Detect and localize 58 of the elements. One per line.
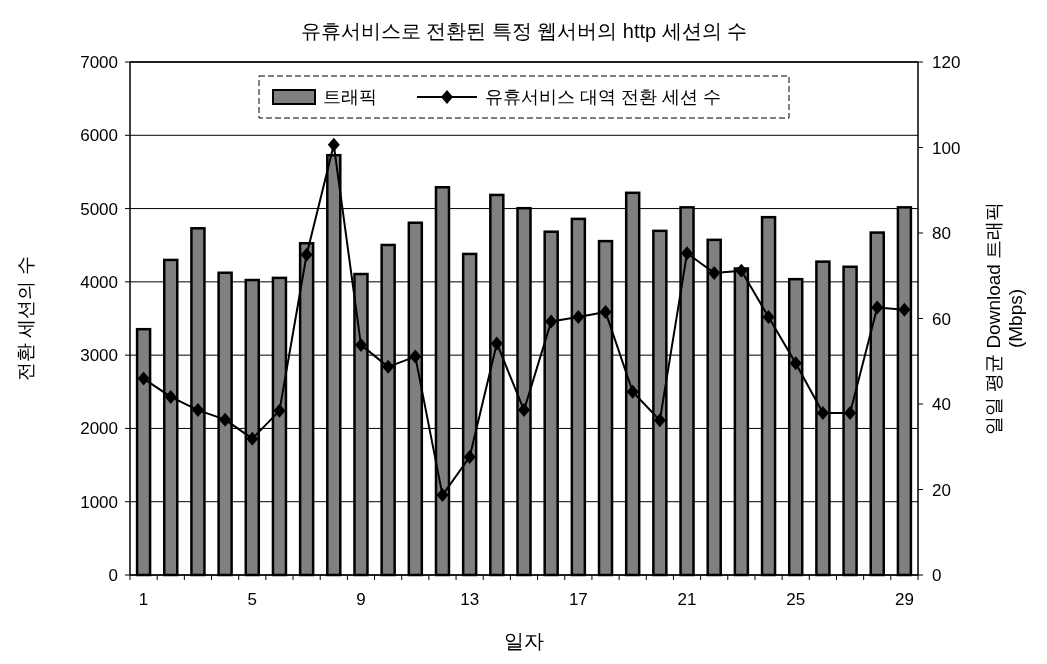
point (653, 413, 666, 428)
point (382, 359, 395, 374)
point (898, 302, 911, 317)
x-tick-label: 29 (894, 590, 914, 609)
point (273, 403, 286, 418)
x-tick-label: 13 (460, 590, 480, 609)
point (219, 412, 232, 427)
y2-axis-title: 일일 평균 Download 트래픽 (Mbps) (983, 201, 1026, 436)
point (844, 406, 857, 421)
y2-tick-label: 80 (932, 224, 951, 243)
y-axis-title: 전환 세션의 수 (15, 256, 36, 381)
y-tick-label: 2000 (80, 419, 118, 439)
y-tick-label: 4000 (80, 272, 118, 292)
x-tick-label: 25 (786, 590, 806, 609)
point (735, 263, 748, 278)
y-tick-label: 7000 (80, 53, 118, 72)
point (164, 389, 177, 404)
y2-tick-label: 0 (932, 566, 942, 585)
y-tick-label: 5000 (80, 199, 118, 219)
y-tick-label: 3000 (80, 346, 118, 366)
point (327, 137, 340, 152)
point (789, 356, 802, 371)
point (137, 371, 150, 386)
x-tick-label: 9 (356, 590, 366, 609)
point (545, 314, 558, 329)
x-tick-label: 5 (247, 590, 258, 609)
point (626, 384, 639, 399)
legend-label: 유휴서비스 대역 전환 세션 수 (485, 87, 722, 107)
y2-tick-label: 120 (932, 53, 961, 72)
point (246, 431, 259, 446)
y2-tick-label: 40 (932, 395, 951, 414)
y2-tick-label: 20 (932, 480, 951, 500)
point (518, 403, 530, 418)
y2-tick-label: 60 (932, 309, 951, 329)
legend-label: 트래픽 (323, 87, 377, 107)
point (191, 403, 204, 418)
x-tick-label: 1 (138, 590, 149, 609)
y2-tick-label: 100 (932, 138, 961, 158)
y-tick-label: 0 (108, 566, 118, 585)
point (681, 246, 694, 261)
point (708, 266, 721, 281)
point (599, 304, 612, 319)
point (436, 488, 449, 503)
x-axis-title: 일자 (504, 630, 544, 652)
chart-title: 유휴서비스로 전환된 특정 웹서버의 http 세션의 수 (300, 20, 748, 42)
x-tick-label: 21 (677, 590, 697, 609)
point (762, 310, 775, 325)
point (816, 406, 829, 421)
point (463, 450, 476, 465)
point (354, 337, 367, 352)
point (871, 300, 884, 315)
y-tick-label: 6000 (80, 126, 118, 146)
point (300, 247, 313, 262)
point (490, 336, 503, 351)
point (409, 349, 422, 364)
y-tick-label: 1000 (80, 492, 118, 512)
point (572, 310, 585, 325)
x-tick-label: 17 (568, 590, 588, 609)
